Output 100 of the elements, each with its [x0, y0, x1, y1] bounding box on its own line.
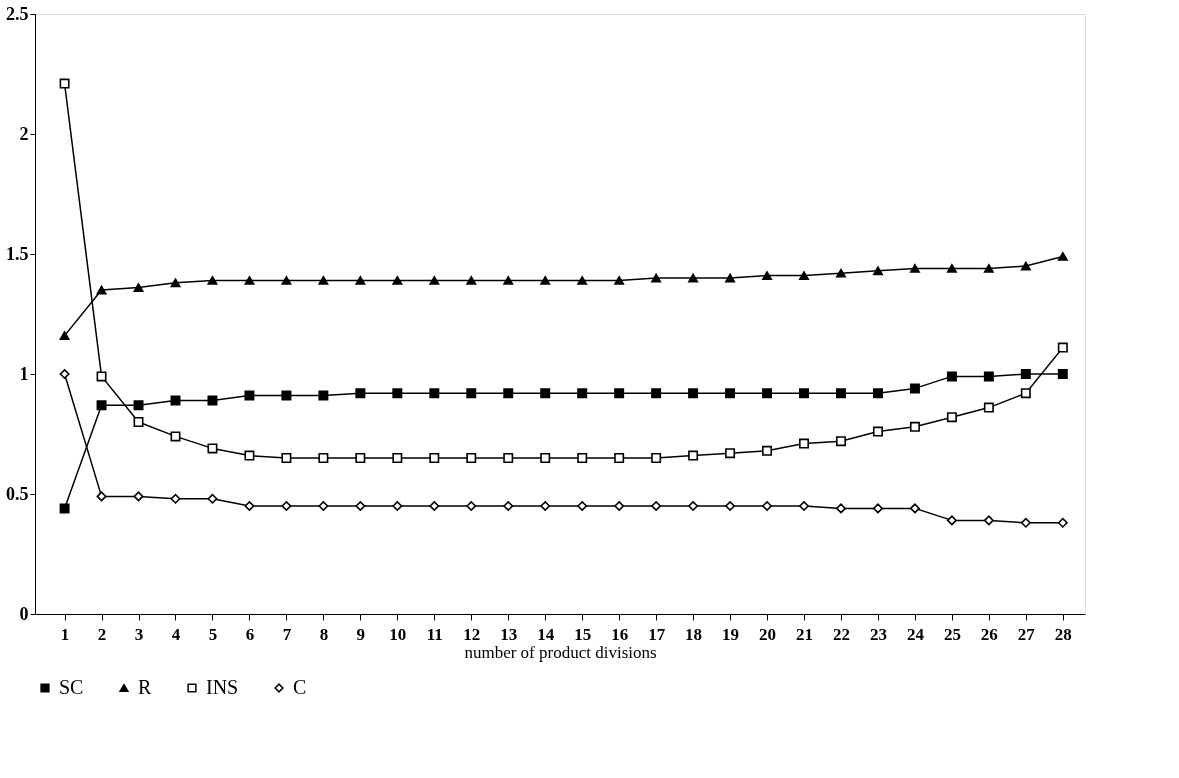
point	[392, 453, 403, 463]
point	[762, 501, 773, 511]
point	[872, 266, 883, 276]
point	[318, 275, 329, 285]
point	[170, 493, 181, 504]
point	[429, 501, 440, 511]
legend-label: C	[293, 676, 307, 698]
point	[614, 501, 625, 511]
x-tick-label: 22	[832, 624, 850, 644]
point	[983, 371, 994, 382]
point	[688, 273, 699, 283]
point	[909, 503, 920, 514]
point	[392, 388, 403, 399]
point	[96, 371, 107, 382]
point	[651, 388, 662, 399]
point	[725, 388, 736, 399]
point	[244, 275, 255, 285]
x-tick-label: 23	[869, 624, 887, 644]
point	[651, 501, 662, 511]
point	[946, 371, 957, 382]
x-tick-label: 3	[134, 624, 144, 644]
point	[207, 395, 218, 406]
x-tick-label: 6	[245, 624, 255, 644]
point	[725, 448, 736, 459]
point	[133, 283, 144, 293]
point	[392, 275, 403, 285]
point	[540, 275, 551, 285]
point	[983, 263, 994, 273]
point	[392, 501, 403, 511]
point	[909, 421, 920, 432]
point	[503, 388, 514, 399]
point	[577, 388, 588, 399]
point	[281, 275, 292, 285]
point	[466, 453, 477, 463]
point	[133, 417, 144, 427]
point	[96, 285, 107, 295]
point	[1020, 388, 1031, 399]
x-tick-label: 18	[685, 624, 703, 644]
point	[59, 331, 70, 341]
x-tick-label: 26	[980, 624, 998, 644]
point	[318, 501, 329, 511]
point	[909, 383, 920, 394]
point	[133, 400, 144, 411]
point	[1057, 251, 1068, 261]
x-tick-label: 2	[97, 624, 107, 644]
point	[59, 369, 70, 379]
point	[946, 412, 957, 423]
point	[466, 501, 477, 511]
point	[836, 388, 846, 399]
x-tick-label: 11	[426, 624, 443, 644]
point	[540, 388, 551, 399]
point	[799, 438, 809, 449]
point	[429, 275, 440, 285]
point	[1057, 369, 1068, 379]
point	[59, 503, 70, 514]
x-axis-title: number of product divisions	[464, 642, 657, 662]
y-tick-label: 1	[19, 363, 29, 384]
x-tick-label: 14	[537, 624, 555, 644]
point	[614, 388, 625, 399]
point	[281, 501, 292, 511]
point	[651, 453, 662, 463]
point	[688, 388, 699, 399]
x-tick-label: 27	[1017, 624, 1036, 644]
point	[872, 426, 883, 437]
point	[96, 491, 107, 502]
point	[503, 453, 514, 463]
point	[946, 515, 957, 526]
x-tick-label: 12	[463, 624, 481, 644]
point	[1020, 261, 1031, 271]
point	[577, 275, 588, 285]
point	[909, 263, 920, 273]
point	[429, 388, 440, 399]
point	[799, 501, 809, 511]
point	[503, 275, 514, 285]
point	[133, 491, 144, 502]
point	[170, 395, 181, 406]
x-tick-label: 10	[389, 624, 407, 644]
point	[540, 453, 551, 463]
point	[503, 501, 514, 511]
point	[577, 453, 588, 463]
x-tick-label: 21	[796, 624, 814, 644]
point	[836, 268, 846, 278]
point	[207, 493, 218, 504]
legend-label: R	[138, 676, 152, 698]
point	[244, 450, 255, 461]
y-tick-label: 0.5	[6, 483, 29, 504]
point	[1020, 517, 1031, 528]
point	[1057, 342, 1068, 353]
y-tick-label: 0	[19, 603, 29, 624]
point	[762, 445, 773, 456]
legend-label: INS	[206, 676, 239, 698]
point	[762, 388, 773, 399]
point	[170, 431, 181, 442]
legend-label: SC	[59, 676, 84, 698]
x-tick-label: 1	[60, 624, 70, 644]
point	[355, 453, 366, 463]
point	[355, 275, 366, 285]
y-tick-label: 2	[19, 123, 29, 144]
point	[688, 450, 699, 461]
point	[355, 388, 366, 399]
